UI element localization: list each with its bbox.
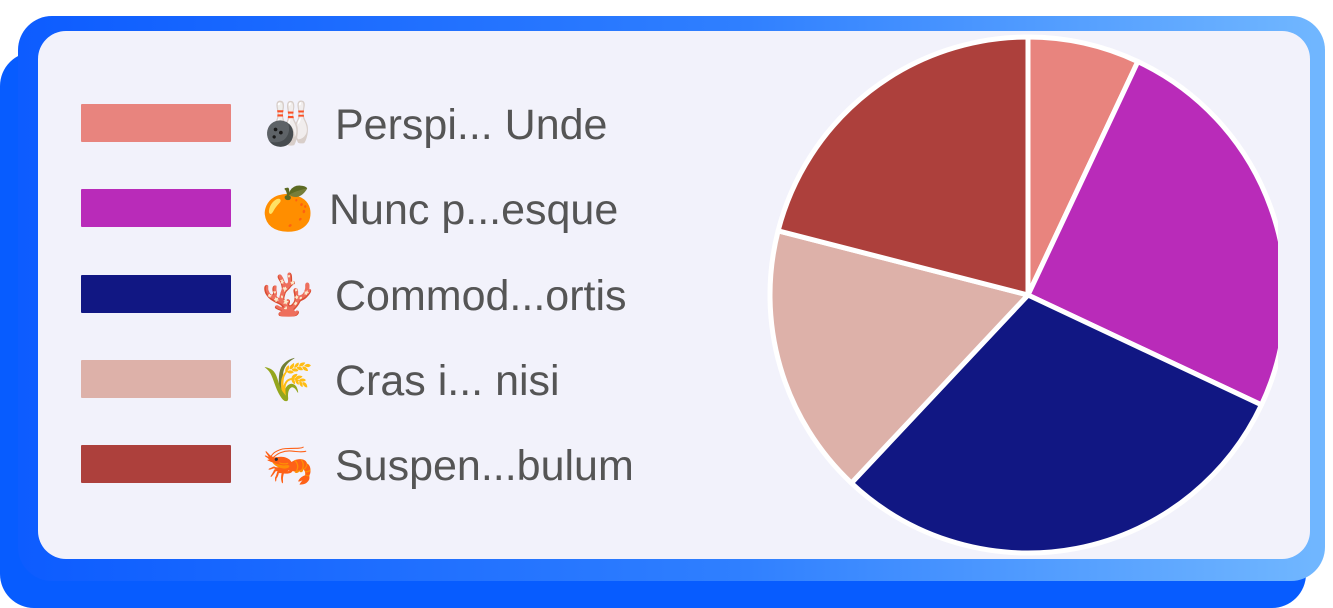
legend-label: Cras i... nisi [335, 357, 560, 405]
legend-label: Nunc p...esque [329, 186, 619, 234]
legend-label: Suspen...bulum [335, 442, 634, 490]
wheat-icon: 🌾 [261, 355, 315, 404]
legend-swatch [81, 445, 231, 483]
bowling-icon: 🎳 [261, 99, 315, 148]
pie-chart [767, 34, 1278, 556]
legend: 🎳 Perspi... Unde 🍊 Nunc p...esque 🪸 Comm… [81, 98, 721, 518]
pie-slice [1025, 59, 1278, 408]
tangerine-icon: 🍊 [261, 184, 315, 233]
shrimp-icon: 🦐 [261, 440, 315, 489]
pie-slice [775, 34, 1031, 298]
legend-label: Perspi... Unde [335, 101, 608, 149]
legend-swatch [81, 275, 231, 313]
legend-item: 🎳 Perspi... Unde [81, 98, 721, 168]
pie-slice [848, 292, 1264, 556]
pie-slice [767, 228, 1031, 486]
legend-item: 🪸 Commod...ortis [81, 269, 721, 339]
legend-label: Commod...ortis [335, 272, 627, 320]
legend-item: 🌾 Cras i... nisi [81, 354, 721, 424]
legend-swatch [81, 189, 231, 227]
legend-item: 🍊 Nunc p...esque [81, 183, 721, 253]
legend-item: 🦐 Suspen...bulum [81, 439, 721, 509]
legend-swatch [81, 104, 231, 142]
brain-coral-icon: 🪸 [261, 270, 315, 319]
legend-swatch [81, 360, 231, 398]
chart-card: 🎳 Perspi... Unde 🍊 Nunc p...esque 🪸 Comm… [38, 31, 1310, 559]
